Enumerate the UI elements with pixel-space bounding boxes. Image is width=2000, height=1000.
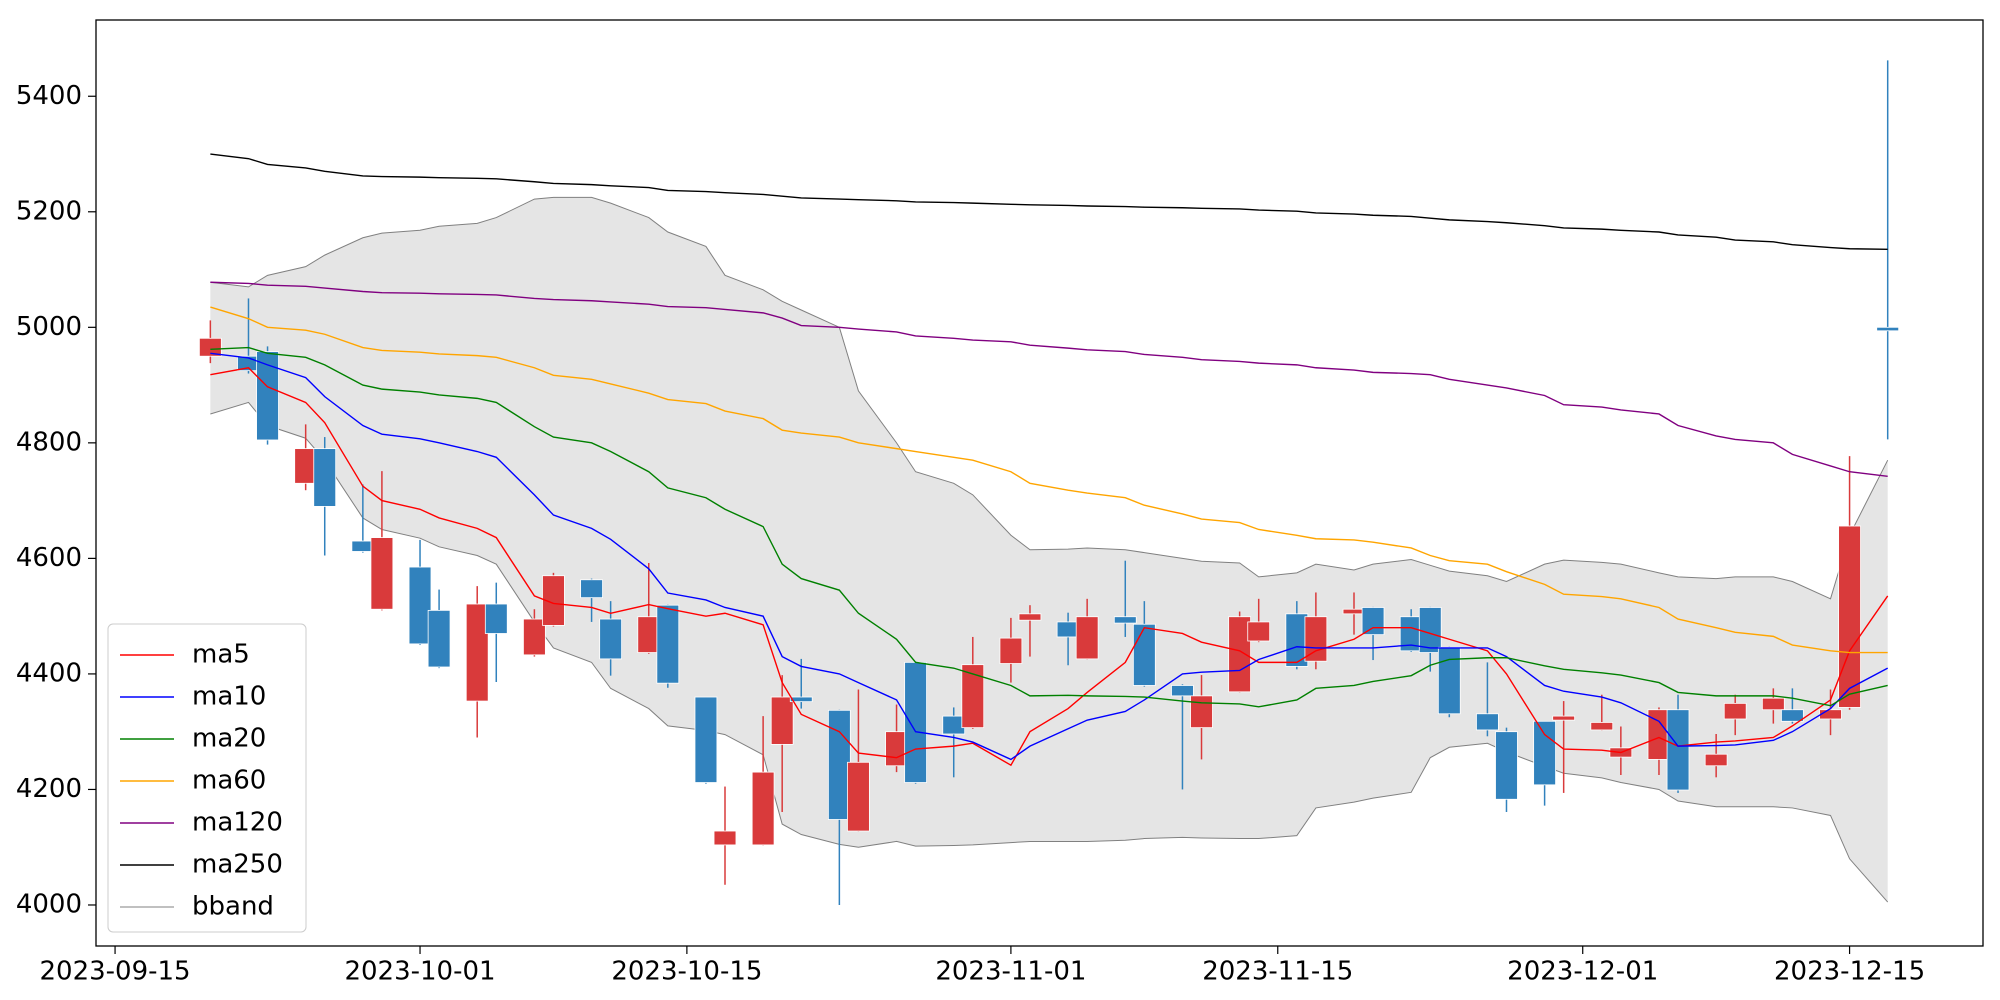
candle-body	[1533, 720, 1556, 786]
candle-body	[1132, 623, 1156, 686]
candle-body	[427, 609, 451, 668]
candle-body	[1437, 646, 1461, 715]
x-tick-label: 2023-12-15	[1774, 957, 1925, 987]
candle-body	[1876, 326, 1900, 332]
candle-body	[751, 771, 775, 846]
y-tick-label: 4800	[16, 427, 82, 457]
candle-body	[542, 575, 565, 626]
candle-body	[770, 696, 794, 745]
candle-body	[256, 351, 279, 441]
x-tick-label: 2023-10-15	[611, 957, 762, 987]
x-tick-label: 2023-09-15	[40, 957, 191, 987]
candle-body	[1723, 702, 1747, 720]
ma-line	[210, 367, 1889, 767]
ma-line	[210, 352, 1889, 761]
candle-body	[1418, 607, 1442, 653]
legend-label: bband	[192, 892, 274, 922]
candle-body	[484, 603, 508, 634]
legend-label: ma10	[192, 682, 266, 712]
band-upper	[210, 196, 1889, 600]
ma-line	[210, 153, 1888, 251]
candle-body	[1838, 525, 1861, 708]
candle-body	[1171, 685, 1194, 697]
candle-body	[1476, 713, 1499, 731]
legend-label: ma250	[192, 850, 283, 880]
candle-body	[828, 709, 851, 820]
legend-label: ma5	[192, 640, 250, 670]
candle-body	[885, 731, 908, 767]
legend-label: ma20	[192, 724, 266, 754]
candle-body	[1304, 616, 1328, 662]
candle-body	[351, 540, 375, 552]
candle-body	[1666, 709, 1690, 791]
candle-body	[408, 566, 432, 645]
y-tick-label: 5000	[16, 312, 82, 342]
y-tick-label: 4600	[16, 543, 82, 573]
candle-body	[1781, 709, 1804, 722]
x-tick-label: 2023-10-01	[344, 957, 495, 987]
y-tick-label: 4400	[16, 658, 82, 688]
candle-body	[656, 604, 680, 684]
candle-body	[580, 579, 603, 599]
candle-body	[942, 715, 966, 735]
candle-body	[637, 616, 661, 653]
y-tick-label: 5200	[16, 196, 82, 226]
plot-area	[199, 60, 1900, 905]
candle-body	[1056, 621, 1080, 638]
candle-body	[599, 618, 622, 660]
candle-body	[1247, 621, 1271, 642]
plot-frame	[95, 19, 1984, 947]
legend-box	[107, 623, 307, 933]
candle-body	[1590, 722, 1614, 731]
candle-body	[1552, 715, 1576, 721]
ma-line	[210, 306, 1888, 654]
candle-body	[1018, 613, 1042, 621]
x-tick-label: 2023-11-01	[935, 957, 1086, 987]
candle-body	[847, 761, 870, 832]
y-tick-label: 5400	[16, 81, 82, 111]
band-lower	[210, 401, 1889, 903]
candle-body	[904, 661, 927, 783]
candle-body	[465, 603, 489, 702]
candle-body	[1495, 731, 1518, 800]
candle-body	[523, 618, 546, 656]
candle-body	[1704, 753, 1728, 767]
ma-line	[210, 281, 1888, 478]
candle-body	[1075, 616, 1099, 660]
legend: ma5 ma10 ma20 ma60 ma120 ma250 bband	[107, 623, 307, 933]
candle-body	[694, 696, 718, 783]
candle-body	[1113, 616, 1137, 624]
candle-body	[1342, 608, 1366, 615]
candle-body	[199, 337, 222, 357]
candle-body	[1819, 709, 1842, 720]
candle-body	[1361, 607, 1385, 636]
legend-label: ma120	[192, 808, 283, 838]
candle-body	[713, 830, 737, 846]
candle-body	[1761, 697, 1785, 711]
x-tick-label: 2023-12-01	[1507, 957, 1658, 987]
candle-body	[313, 448, 337, 507]
candle-body	[961, 664, 985, 729]
legend-label: ma60	[192, 766, 266, 796]
candle-body	[1228, 616, 1251, 693]
candle-body	[294, 448, 318, 484]
candle-body	[999, 637, 1023, 664]
y-tick-label: 4000	[16, 889, 82, 919]
candle-body	[789, 696, 813, 703]
candle-body	[370, 537, 394, 610]
x-tick-label: 2023-11-15	[1202, 957, 1353, 987]
y-tick-label: 4200	[16, 774, 82, 804]
candle-body	[1190, 695, 1213, 729]
ma-line	[210, 346, 1888, 708]
